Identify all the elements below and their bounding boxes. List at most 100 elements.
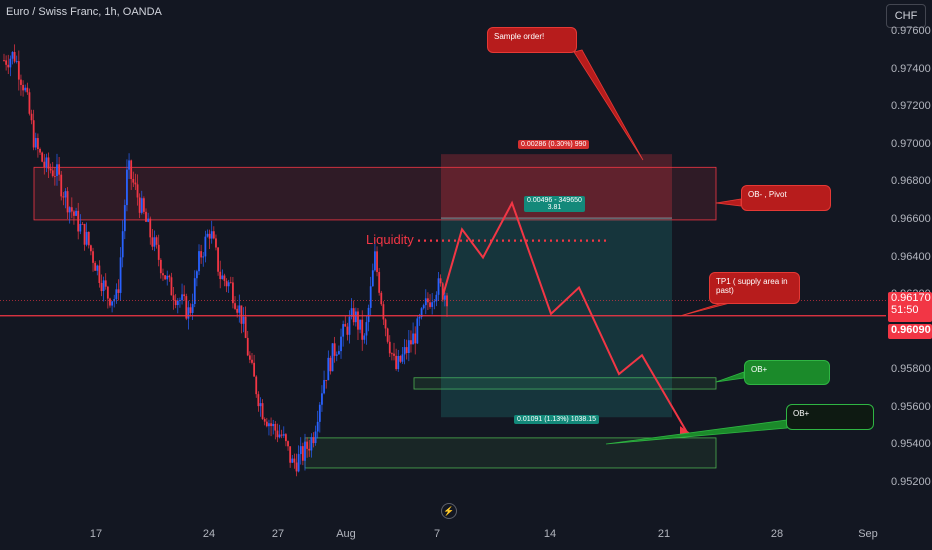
candle-body: [422, 305, 425, 309]
currency-button[interactable]: CHF: [886, 4, 926, 28]
candle-body: [429, 302, 431, 307]
candle-body: [30, 113, 33, 121]
y-tick-label: 0.95800: [891, 363, 931, 376]
candle-body: [384, 319, 387, 329]
candle-body: [187, 307, 190, 319]
candle-body: [24, 87, 27, 91]
candle-body: [34, 138, 37, 148]
candle-body: [147, 218, 150, 222]
position-info-line2: 3.81: [547, 204, 562, 211]
candle-body: [248, 355, 251, 360]
tp1-callout[interactable]: TP1 ( supply area in past): [709, 272, 800, 304]
candle-body: [361, 319, 364, 340]
candle-body: [234, 303, 236, 309]
x-tick-label: Aug: [336, 528, 356, 540]
candle-body: [278, 434, 281, 438]
candle-body: [304, 441, 306, 461]
candle-body: [111, 301, 114, 306]
candle-body: [85, 231, 88, 245]
x-tick-label: 14: [543, 528, 557, 540]
candle-body: [321, 393, 323, 405]
candle-body: [56, 164, 58, 177]
candle-body: [149, 218, 152, 238]
ob-plus-callout-1[interactable]: OB+: [744, 360, 830, 385]
candle-body: [323, 380, 325, 394]
candle-body: [102, 280, 105, 292]
candle-body: [329, 357, 332, 372]
candle-body: [287, 441, 289, 447]
liquidity-label[interactable]: Liquidity: [366, 232, 414, 247]
candle-body: [215, 238, 217, 248]
candle-body: [276, 430, 279, 438]
candle-body: [374, 251, 376, 271]
candle-body: [113, 299, 116, 302]
countdown: 51:50: [891, 304, 919, 316]
candle-body: [388, 341, 391, 354]
candle-body: [142, 198, 145, 212]
candle-body: [236, 308, 239, 313]
candle-body: [314, 431, 317, 444]
candle-body: [66, 191, 69, 213]
candle-body: [26, 87, 29, 93]
ob-minus-pivot-callout[interactable]: OB- , Pivot: [741, 185, 831, 211]
marked-price-badge: 0.96090: [888, 324, 932, 339]
y-tick-label: 0.97400: [891, 62, 931, 75]
candle-body: [221, 275, 224, 280]
candle-body: [181, 294, 183, 301]
candle-body: [268, 423, 270, 427]
candle-body: [136, 184, 139, 198]
candle-body: [270, 423, 272, 427]
candle-body: [410, 340, 412, 345]
candle-body: [418, 317, 421, 319]
candle-body: [280, 434, 283, 436]
candle-body: [397, 355, 400, 370]
candle-body: [350, 308, 353, 317]
candle-body: [206, 233, 209, 237]
candle-body: [83, 223, 86, 245]
candle-body: [354, 311, 357, 323]
sample-order-pointer: [573, 49, 644, 161]
y-tick-label: 0.97000: [891, 137, 931, 150]
candle-body: [342, 324, 345, 337]
candle-body: [117, 289, 120, 293]
symbol-title[interactable]: Euro / Swiss Franc, 1h, OANDA: [6, 6, 162, 18]
y-tick-label: 0.95200: [891, 476, 931, 488]
candle-body: [159, 259, 162, 274]
candle-body: [255, 376, 258, 395]
candle-body: [272, 423, 275, 427]
sample-order-callout[interactable]: Sample order!: [487, 27, 577, 53]
candle-body: [32, 120, 35, 148]
candle-body: [49, 168, 52, 171]
candle-body: [337, 351, 340, 355]
candle-body: [174, 300, 177, 306]
candle-body: [293, 458, 296, 463]
candle-body: [87, 231, 90, 246]
candle-body: [265, 421, 268, 427]
candle-body: [109, 298, 111, 306]
candle-body: [104, 280, 107, 287]
x-tick-label: 7: [433, 528, 441, 540]
candle-body: [11, 51, 14, 59]
ob-plus-callout-2[interactable]: OB+: [786, 404, 874, 430]
candle-body: [94, 262, 97, 271]
candle-body: [90, 245, 92, 252]
candle-body: [412, 333, 414, 345]
x-tick-label: 24: [202, 528, 216, 540]
candle-body: [310, 437, 313, 451]
candle-body: [70, 207, 73, 212]
x-tick-label: 27: [271, 528, 285, 540]
candle-body: [68, 207, 71, 213]
candle-body: [253, 362, 256, 377]
y-tick-label: 0.96800: [891, 175, 931, 188]
lightning-icon[interactable]: ⚡: [441, 503, 457, 519]
candle-body: [393, 353, 395, 356]
candle-body: [325, 380, 328, 381]
candle-body: [128, 160, 130, 170]
candle-body: [251, 359, 253, 363]
y-tick-label: 0.95600: [891, 400, 931, 413]
candle-body: [106, 286, 109, 299]
candle-body: [257, 394, 260, 407]
x-tick-label: 28: [770, 528, 784, 540]
x-tick-label: 21: [657, 528, 671, 540]
